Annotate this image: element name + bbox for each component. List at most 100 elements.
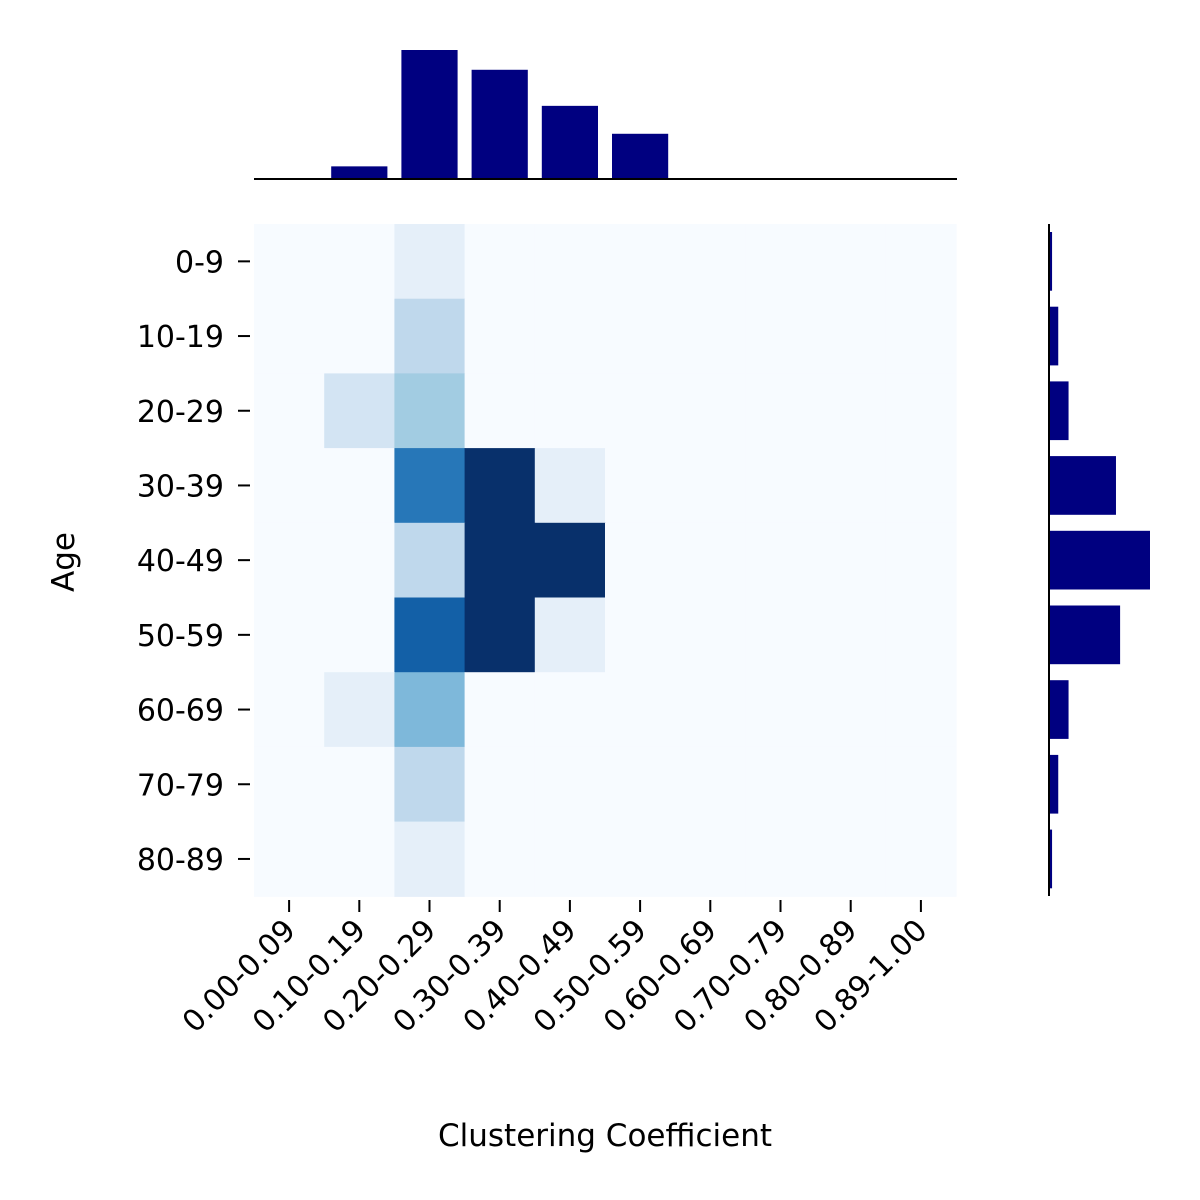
right-marginal-bar (1050, 306, 1059, 366)
heatmap-cell (605, 373, 676, 449)
y-axis-label: Age (46, 532, 82, 592)
heatmap-cell (605, 448, 676, 524)
heatmap-cell (534, 373, 606, 449)
heatmap-cell (534, 746, 606, 823)
heatmap-cell (254, 373, 325, 449)
heatmap-cell (675, 597, 746, 673)
heatmap-cell (815, 298, 887, 374)
top-marginal-bar (471, 69, 528, 178)
heatmap-cell (394, 298, 466, 374)
heatmap-cell (675, 746, 746, 823)
top-marginal-bar (612, 133, 669, 178)
heatmap-cell (254, 298, 325, 374)
heatmap-cell (675, 373, 746, 449)
heatmap-cell (394, 821, 466, 897)
heatmap-cell (324, 224, 395, 300)
heatmap-cell (534, 298, 606, 374)
x-axis-ticks: 0.00-0.090.10-0.190.20-0.290.30-0.390.40… (176, 900, 935, 1040)
heatmap-cell (464, 672, 536, 748)
heatmap-cell (254, 448, 325, 524)
heatmap-cell (464, 373, 536, 449)
heatmap-cell (394, 224, 466, 300)
heatmap-cell (464, 448, 536, 524)
heatmap-cell (464, 224, 536, 300)
heatmap-cell (885, 522, 957, 599)
heatmap-cell (675, 224, 746, 300)
heatmap-cell (534, 448, 606, 524)
y-tick-label: 40-49 (137, 544, 224, 579)
top-marginal-bar (331, 166, 388, 178)
heatmap-cell (815, 672, 887, 748)
heatmap-cell (815, 448, 887, 524)
heatmap-cell (605, 821, 676, 897)
heatmap-cell (885, 746, 957, 823)
heatmap-cell (324, 298, 395, 374)
heatmap-cell (745, 672, 817, 748)
heatmap-cell (815, 373, 887, 449)
top-marginal-histogram (331, 50, 669, 178)
heatmap-cell (394, 522, 466, 599)
heatmap-cell (534, 821, 606, 897)
heatmap-cell (464, 597, 536, 673)
right-marginal-bar (1050, 381, 1069, 441)
heatmap-cell (745, 597, 817, 673)
heatmap-cell (464, 746, 536, 823)
top-marginal-bar (401, 50, 458, 178)
heatmap-cell (745, 373, 817, 449)
y-tick-label: 70-79 (137, 768, 224, 803)
heatmap-cell (675, 298, 746, 374)
heatmap-cell (675, 821, 746, 897)
heatmap-cell (675, 448, 746, 524)
y-tick-label: 10-19 (137, 320, 224, 355)
heatmap-cell (815, 746, 887, 823)
heatmap-cell (534, 522, 606, 599)
heatmap-cell (745, 298, 817, 374)
heatmap-cell (885, 373, 957, 449)
heatmap-cell (394, 746, 466, 823)
heatmap-cell (254, 746, 325, 823)
right-marginal-bar (1050, 829, 1053, 889)
heatmap-cell (464, 821, 536, 897)
right-marginal-bar (1050, 680, 1069, 739)
heatmap-cell (745, 522, 817, 599)
y-tick-label: 20-29 (137, 395, 224, 430)
y-tick-label: 50-59 (137, 619, 224, 654)
heatmap-cell (324, 522, 395, 599)
heatmap-cell (394, 373, 466, 449)
heatmap-cell (394, 448, 466, 524)
heatmap-cell (815, 522, 887, 599)
top-marginal-bar (541, 105, 598, 178)
heatmap-cell (324, 746, 395, 823)
heatmap-cell (885, 672, 957, 748)
heatmap-cell (254, 821, 325, 897)
heatmap-cell (254, 672, 325, 748)
y-axis-ticks: 0-9 10-19 20-29 30-39 40-49 50-59 60-69 70-79 80… (137, 245, 250, 878)
heatmap-cell (885, 597, 957, 673)
right-marginal-bar (1050, 456, 1116, 515)
heatmap-cell (254, 522, 325, 599)
heatmap-cell (815, 224, 887, 300)
heatmap-cell (324, 672, 395, 748)
heatmap-cell (605, 597, 676, 673)
heatmap-cell (745, 746, 817, 823)
heatmap-cell (675, 522, 746, 599)
heatmap-cell (534, 672, 606, 748)
heatmap-cell (394, 672, 466, 748)
heatmap-cell (324, 597, 395, 673)
heatmap-cell (324, 373, 395, 449)
heatmap-cell (745, 448, 817, 524)
heatmap (254, 224, 957, 897)
heatmap-cell (605, 298, 676, 374)
heatmap-cell (605, 672, 676, 748)
heatmap-cell (254, 597, 325, 673)
heatmap-cell (534, 597, 606, 673)
right-marginal-bar (1050, 232, 1053, 291)
heatmap-cell (745, 224, 817, 300)
heatmap-cell (605, 224, 676, 300)
y-tick-label: 30-39 (137, 469, 224, 504)
heatmap-cell (324, 448, 395, 524)
y-tick-label: 60-69 (137, 694, 224, 729)
heatmap-cell (885, 224, 957, 300)
heatmap-cell (605, 522, 676, 599)
